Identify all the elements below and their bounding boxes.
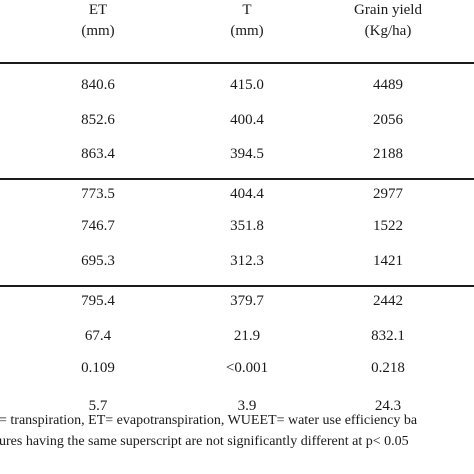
group-divider-rule	[0, 285, 474, 287]
table-cell: 351.8	[230, 218, 264, 234]
group-divider-rule	[0, 178, 474, 180]
table-cell: 773.5	[81, 186, 115, 202]
column-header-unit: (mm)	[81, 23, 115, 39]
table-cell: 312.3	[230, 253, 264, 269]
column-header-label: ET	[88, 2, 108, 18]
table-cell: 21.9	[233, 328, 261, 344]
column-header-t: T (mm)	[187, 0, 307, 42]
table-cell: 1522	[373, 218, 403, 234]
header-rule	[0, 62, 474, 64]
footnote-abbreviations: = transpiration, ET= evapotranspiration,…	[0, 413, 418, 428]
column-header-grain-yield: Grain yield (Kg/ha)	[328, 0, 448, 42]
table-cell: 2442	[373, 293, 403, 309]
table-cell: 24.3	[374, 398, 402, 414]
table-cell: 379.7	[230, 293, 264, 309]
table-cell: 746.7	[81, 218, 115, 234]
table-cell: 2977	[373, 186, 403, 202]
table-cell: 832.1	[371, 328, 405, 344]
column-header-unit: (mm)	[230, 23, 264, 39]
table-cell: 863.4	[81, 146, 115, 162]
table-cell: 3.9	[237, 398, 257, 414]
table-cell: 795.4	[81, 293, 115, 309]
table-cell: 404.4	[230, 186, 264, 202]
table-cell: 5.7	[88, 398, 108, 414]
table-cell: 0.218	[371, 360, 405, 376]
table-cell: <0.001	[225, 360, 269, 376]
table-cell: 840.6	[81, 77, 115, 93]
table-cell: 0.109	[81, 360, 115, 376]
column-header-unit: (Kg/ha)	[364, 23, 412, 39]
table-cell: 2188	[373, 146, 403, 162]
column-header-et: ET (mm)	[38, 0, 158, 42]
table-cell: 852.6	[81, 112, 115, 128]
column-header-label: Grain yield	[354, 2, 422, 18]
table-cell: 4489	[373, 77, 403, 93]
table-cell: 400.4	[230, 112, 264, 128]
table-cell: 695.3	[81, 253, 115, 269]
column-header-label: T	[242, 2, 252, 18]
footnote-significance: ures having the same superscript are not…	[0, 434, 409, 449]
table-cell: 1421	[373, 253, 403, 269]
table-cell: 415.0	[230, 77, 264, 93]
table-cell: 67.4	[84, 328, 112, 344]
table-cell: 394.5	[230, 146, 264, 162]
table-cell: 2056	[373, 112, 403, 128]
